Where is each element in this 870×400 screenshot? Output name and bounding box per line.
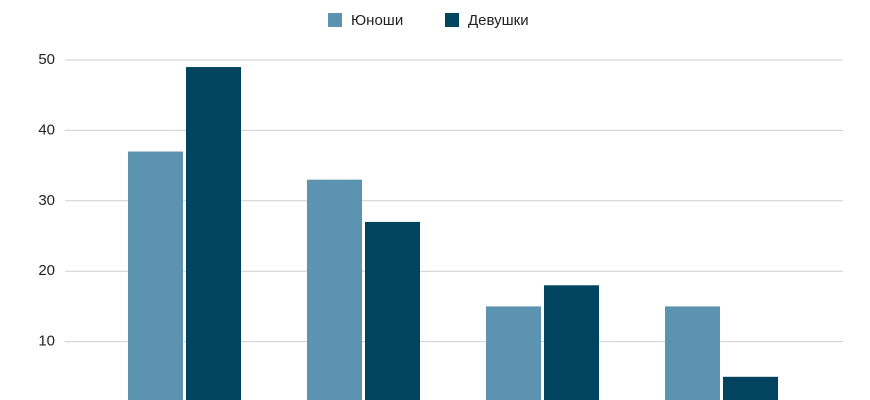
bar <box>665 306 720 400</box>
legend-swatch <box>328 13 342 27</box>
bar <box>307 179 362 400</box>
y-tick-label: 20 <box>38 262 55 279</box>
bar <box>186 67 241 400</box>
bar <box>544 285 599 400</box>
legend-swatch <box>445 13 459 27</box>
y-tick-label: 50 <box>38 51 55 68</box>
y-tick-label: 40 <box>38 121 55 138</box>
legend-label: Юноши <box>351 12 403 29</box>
bar <box>365 221 420 400</box>
bar <box>128 151 183 400</box>
bar <box>486 306 541 400</box>
legend-label: Девушки <box>468 12 529 29</box>
y-tick-label: 10 <box>38 333 55 350</box>
y-tick-label: 30 <box>38 192 55 209</box>
bar <box>723 376 778 400</box>
